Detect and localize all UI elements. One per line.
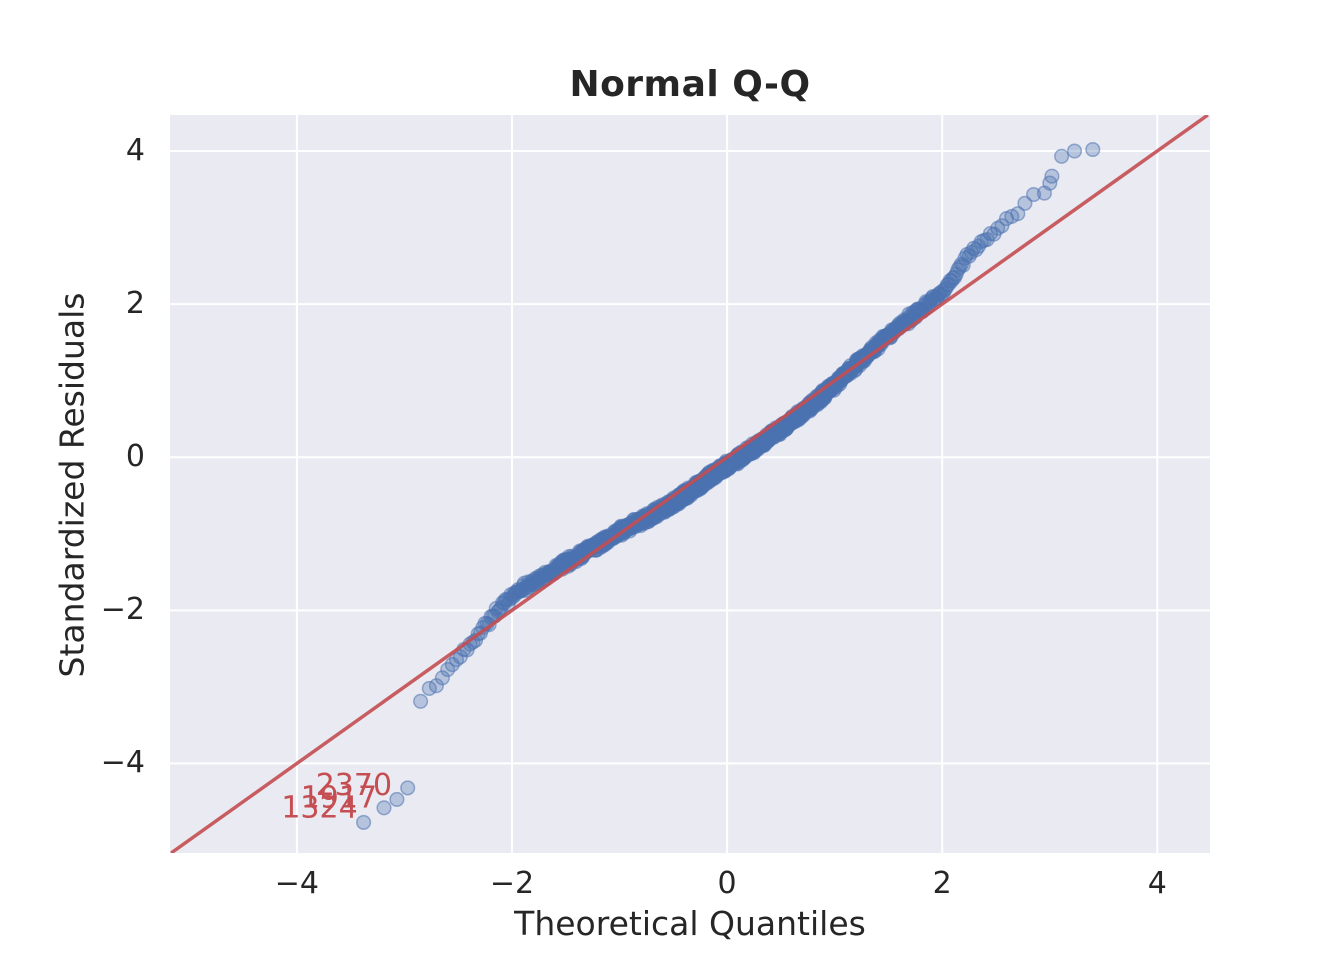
chart-title: Normal Q-Q bbox=[569, 64, 811, 105]
x-tick-label: −2 bbox=[489, 866, 535, 901]
x-tick-label: 2 bbox=[932, 866, 952, 901]
gridlines bbox=[170, 115, 1210, 853]
y-tick-label: −4 bbox=[100, 745, 145, 781]
x-axis-label: Theoretical Quantiles bbox=[514, 904, 866, 943]
reference-line bbox=[170, 115, 1209, 853]
x-tick-label: 0 bbox=[717, 866, 737, 901]
outlier-label-1917: 1917 bbox=[301, 780, 377, 815]
y-tick-label: 2 bbox=[125, 286, 145, 322]
outlier-label-2370: 2370 bbox=[316, 768, 392, 803]
outlier-label-1324: 1324 bbox=[281, 790, 357, 825]
y-tick-label: 4 bbox=[125, 132, 145, 168]
x-tick-label: −4 bbox=[274, 866, 320, 901]
y-tick-label: 0 bbox=[125, 439, 145, 475]
y-tick-label: −2 bbox=[100, 592, 145, 628]
x-tick-label: 4 bbox=[1147, 866, 1167, 901]
